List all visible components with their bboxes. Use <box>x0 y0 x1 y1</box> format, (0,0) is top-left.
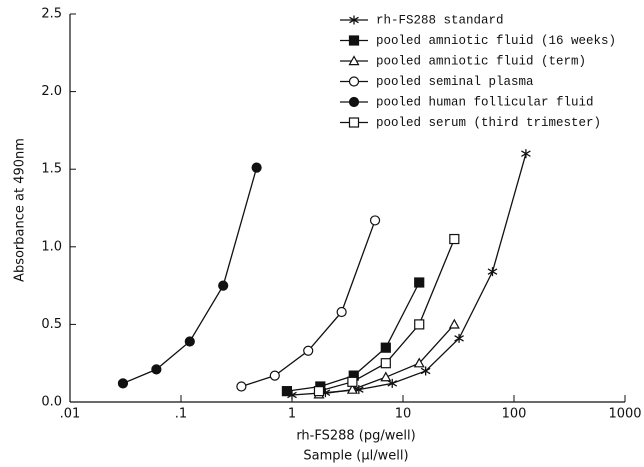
marker <box>380 371 392 382</box>
legend-label: pooled human follicular fluid <box>376 95 594 109</box>
marker <box>348 96 360 108</box>
marker-part <box>346 383 358 394</box>
marker <box>313 386 325 397</box>
marker-part <box>414 319 425 330</box>
marker <box>184 336 195 347</box>
series-line <box>241 220 376 388</box>
marker-part <box>454 335 464 342</box>
legend-item: pooled serum (third trimester) <box>340 116 601 130</box>
series-line <box>291 153 527 396</box>
legend-item: pooled human follicular fluid <box>340 95 594 109</box>
marker <box>348 117 360 128</box>
marker <box>380 358 391 369</box>
legend-label: pooled amniotic fluid (16 weeks) <box>376 34 616 48</box>
marker-part <box>380 358 391 369</box>
marker <box>269 370 280 381</box>
marker <box>349 15 359 25</box>
marker-part <box>303 345 314 356</box>
marker <box>281 386 293 397</box>
marker-part <box>184 336 195 347</box>
marker <box>348 35 360 46</box>
marker-part <box>448 318 460 329</box>
legend-item: pooled amniotic fluid (term) <box>340 54 586 68</box>
marker-part <box>521 150 531 157</box>
marker-part <box>369 215 381 226</box>
x-axis-label: rh-FS288 (pg/well) <box>296 429 415 444</box>
marker <box>420 366 431 376</box>
marker-part <box>348 76 360 87</box>
legend-label: rh-FS288 standard <box>376 13 504 27</box>
marker-part <box>151 364 162 375</box>
marker-part <box>117 378 129 389</box>
marker <box>251 162 262 173</box>
marker-part <box>413 357 425 368</box>
marker <box>117 378 129 389</box>
marker <box>449 233 460 245</box>
marker-part <box>420 367 431 375</box>
marker <box>521 149 531 159</box>
x-tick-label: .01 <box>60 407 81 422</box>
marker-part <box>414 277 425 288</box>
series-line <box>122 167 258 384</box>
marker <box>414 319 425 330</box>
marker <box>380 342 391 353</box>
marker <box>448 318 460 329</box>
marker-part <box>251 162 262 173</box>
marker-part <box>380 342 391 353</box>
x-tick-label: 1 <box>288 407 296 422</box>
marker-part <box>348 55 360 66</box>
marker <box>369 215 381 226</box>
x-tick-label: 10 <box>395 407 412 422</box>
marker-part <box>449 233 460 245</box>
marker-part <box>348 117 360 128</box>
marker <box>218 280 229 291</box>
marker-part <box>313 386 325 397</box>
marker <box>336 306 347 318</box>
marker-part <box>380 371 392 382</box>
marker <box>413 357 425 368</box>
marker-part <box>281 386 293 397</box>
marker <box>346 383 358 394</box>
y-tick-label: 2.0 <box>41 84 62 99</box>
marker-part <box>349 16 359 24</box>
marker-part <box>336 306 347 318</box>
legend-label: pooled seminal plasma <box>376 75 534 89</box>
marker <box>414 277 425 288</box>
y-tick-label: 1.0 <box>41 239 62 254</box>
x-tick-label: 100 <box>502 407 527 422</box>
y-tick-label: 0.0 <box>41 395 62 410</box>
y-tick-label: 1.5 <box>41 162 62 177</box>
legend-label: pooled serum (third trimester) <box>376 116 601 130</box>
marker-part <box>348 96 360 108</box>
marker <box>487 267 498 277</box>
y-axis-label: Absorbance at 490nm <box>13 138 28 282</box>
marker-part <box>347 376 358 387</box>
marker-part <box>218 280 229 291</box>
marker-part <box>236 381 247 392</box>
y-tick-label: 0.5 <box>41 317 62 332</box>
legend-label: pooled amniotic fluid (term) <box>376 54 586 68</box>
marker-part <box>348 35 360 46</box>
marker <box>348 76 360 87</box>
marker-part <box>487 268 498 275</box>
marker-part <box>269 370 280 381</box>
x-tick-label: 1000 <box>608 407 641 422</box>
legend-item: pooled seminal plasma <box>340 75 534 89</box>
marker <box>348 55 360 66</box>
marker <box>236 381 247 392</box>
legend-item: rh-FS288 standard <box>340 13 504 27</box>
y-tick-label: 2.5 <box>41 7 62 22</box>
legend-item: pooled amniotic fluid (16 weeks) <box>340 34 616 48</box>
marker <box>454 333 464 343</box>
marker <box>151 364 162 375</box>
marker <box>347 376 358 387</box>
marker-part <box>387 380 398 387</box>
marker <box>387 378 398 388</box>
x-axis-label-2: Sample (µl/well) <box>303 449 408 464</box>
marker <box>303 345 314 356</box>
x-tick-label: .1 <box>175 407 187 422</box>
